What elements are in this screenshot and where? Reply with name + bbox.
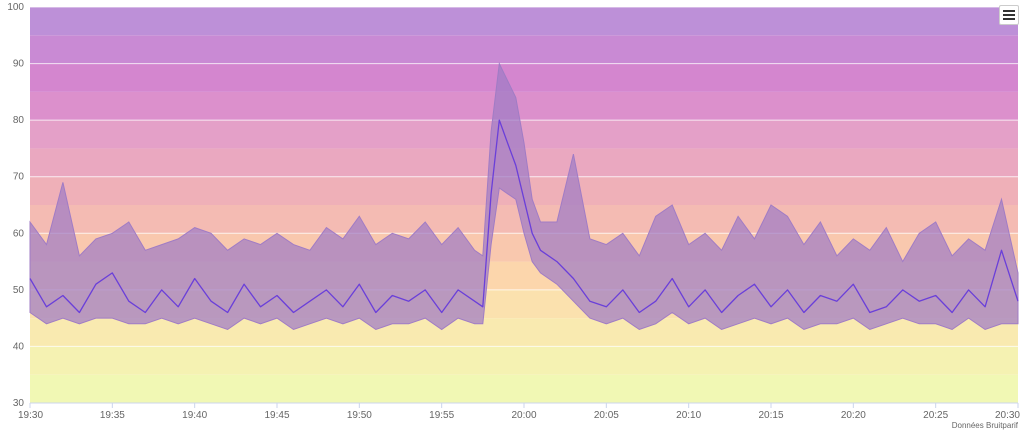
x-tick-label: 20:05 — [594, 410, 619, 421]
y-tick-label: 70 — [13, 172, 25, 183]
chart-menu-button[interactable] — [999, 5, 1019, 25]
x-tick-label: 19:45 — [264, 410, 289, 421]
y-tick-label: 30 — [13, 398, 25, 409]
y-tick-label: 90 — [13, 59, 25, 70]
x-tick-label: 20:20 — [841, 410, 866, 421]
menu-icon-bar — [1003, 18, 1015, 20]
background-band — [30, 63, 1018, 92]
menu-icon-bar — [1003, 10, 1015, 12]
x-tick-label: 19:30 — [18, 410, 43, 421]
menu-icon-bar — [1003, 14, 1015, 16]
x-tick-label: 19:55 — [429, 410, 454, 421]
x-tick-label: 20:10 — [676, 410, 701, 421]
y-tick-label: 50 — [13, 285, 25, 296]
chart-credit: Données Bruitparif — [952, 421, 1019, 430]
x-tick-label: 20:25 — [923, 410, 948, 421]
y-tick-label: 60 — [13, 228, 25, 239]
x-tick-label: 19:40 — [182, 410, 207, 421]
background-band — [30, 91, 1018, 121]
background-band — [30, 346, 1018, 375]
x-tick-label: 19:50 — [347, 410, 372, 421]
x-tick-label: 19:35 — [100, 410, 125, 421]
x-tick-label: 20:00 — [511, 410, 536, 421]
y-tick-label: 80 — [13, 115, 25, 126]
x-tick-label: 20:30 — [995, 410, 1020, 421]
mean-series-line — [29, 119, 1019, 314]
background-band — [30, 318, 1018, 347]
x-tick-label: 20:15 — [758, 410, 783, 421]
background-band — [30, 7, 1018, 36]
y-tick-label: 40 — [13, 341, 25, 352]
background-band — [30, 374, 1018, 403]
background-band — [30, 35, 1018, 64]
y-tick-label: 100 — [7, 2, 24, 13]
